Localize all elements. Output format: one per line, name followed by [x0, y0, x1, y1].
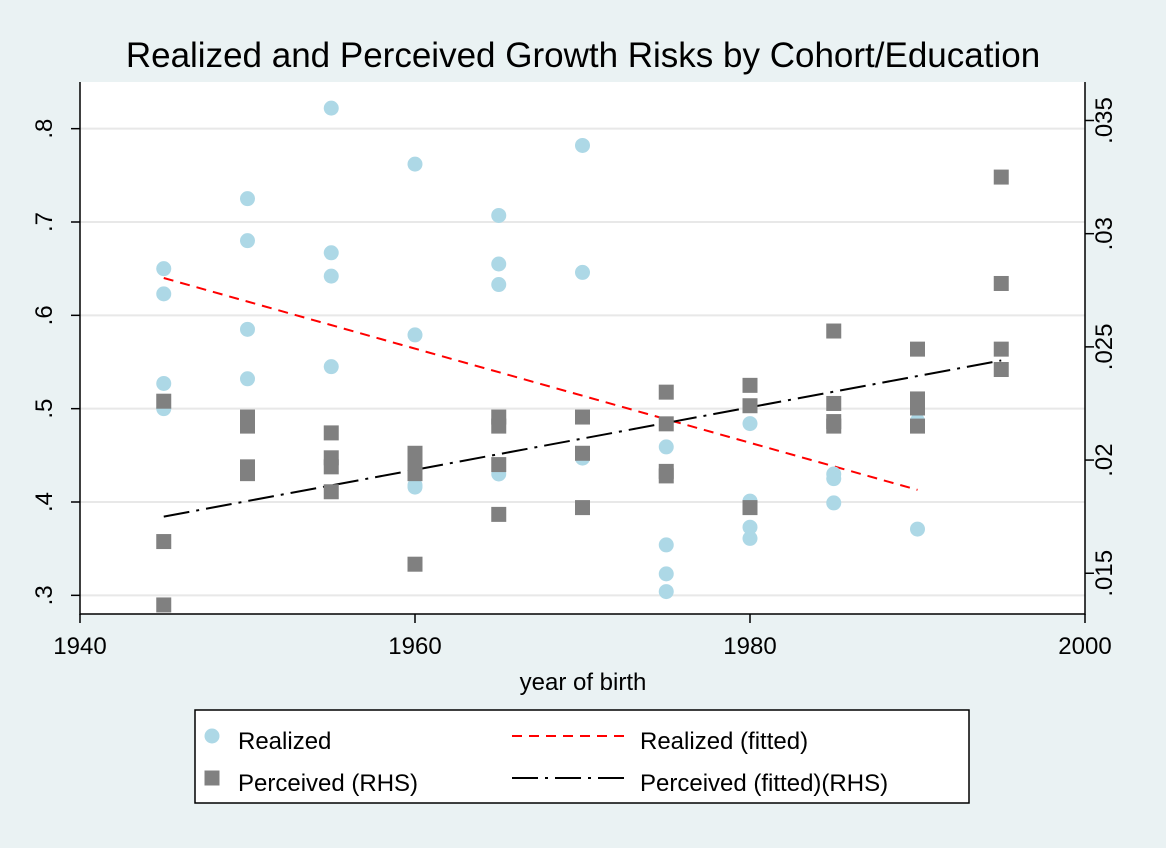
perceived-point [491, 418, 507, 434]
perceived-point [993, 341, 1009, 357]
perceived-point [993, 362, 1009, 378]
realized-point [742, 416, 758, 432]
y2-tick-label: .02 [1091, 443, 1118, 476]
realized-point [323, 268, 339, 284]
y-tick-label: .5 [31, 399, 58, 419]
perceived-point [407, 466, 423, 482]
y-tick-label: .7 [31, 212, 58, 232]
x-tick-label: 1980 [723, 633, 776, 660]
perceived-point [826, 395, 842, 411]
legend-key-perceived [204, 770, 220, 786]
legend-perceived-label: Perceived (RHS) [238, 770, 418, 797]
realized-point [658, 439, 674, 455]
realized-point [658, 584, 674, 600]
perceived-point [156, 393, 172, 409]
realized-point [742, 519, 758, 535]
realized-point [658, 537, 674, 553]
plot-area [80, 82, 1085, 614]
perceived-point [240, 466, 255, 482]
legend-realized-label: Realized [238, 728, 331, 755]
legend-perceived-fitted-label: Perceived (fitted)(RHS) [640, 770, 888, 797]
x-tick-label: 2000 [1058, 633, 1111, 660]
perceived-point [826, 323, 842, 339]
perceived-point [156, 597, 172, 613]
perceived-point [742, 377, 758, 393]
perceived-point [491, 457, 507, 473]
realized-point [323, 100, 339, 116]
y-tick-label: .8 [31, 119, 58, 139]
legend-key-realized [204, 728, 220, 744]
perceived-point [575, 500, 590, 516]
realized-point [156, 261, 172, 277]
perceived-point [658, 468, 674, 484]
perceived-point [407, 556, 423, 572]
realized-point [491, 207, 507, 223]
perceived-point [575, 445, 590, 461]
realized-point [491, 256, 507, 272]
legend: Realized Realized (fitted) Perceived (RHS)… [194, 709, 970, 804]
perceived-point [240, 418, 255, 434]
perceived-point [910, 418, 925, 434]
realized-point [407, 327, 423, 343]
realized-point [742, 530, 758, 546]
realized-point [910, 521, 925, 537]
perceived-point [491, 506, 507, 522]
x-axis-title: year of birth [520, 669, 647, 696]
x-tick-label: 1960 [388, 633, 441, 660]
perceived-point [658, 384, 674, 400]
y2-tick-label: .035 [1091, 97, 1118, 144]
data-markers [156, 100, 1009, 613]
x-tick-label: 1940 [53, 633, 106, 660]
realized-point [826, 471, 842, 487]
perceived-point [658, 416, 674, 432]
realized-point [407, 156, 423, 172]
realized-point [575, 264, 590, 280]
perceived-point [993, 275, 1009, 291]
realized-point [658, 566, 674, 582]
perceived-point [910, 400, 925, 416]
perceived-point [156, 534, 172, 550]
perceived-fitted-line [163, 359, 1002, 518]
realized-point [826, 495, 842, 511]
y2-tick-label: .025 [1091, 324, 1118, 371]
perceived-point [826, 418, 842, 434]
fitted-lines [163, 277, 1002, 518]
perceived-point [323, 425, 339, 441]
realized-point [407, 479, 423, 495]
realized-point [240, 191, 255, 207]
realized-point [323, 245, 339, 261]
realized-point [491, 277, 507, 293]
y-tick-label: .4 [31, 492, 58, 512]
legend-box [194, 709, 970, 804]
perceived-point [993, 169, 1009, 185]
perceived-point [742, 398, 758, 414]
axes: .3 .4 .5 .6 .7 .8 .015 .02 .025 .03 .035 1940 1960 19… [31, 82, 1118, 660]
realized-point [323, 359, 339, 375]
realized-point [156, 286, 172, 302]
realized-fitted-line [163, 277, 918, 491]
y-tick-label: .3 [31, 585, 58, 605]
realized-point [156, 375, 172, 391]
chart-title: Realized and Perceived Growth Risks by C… [126, 36, 1040, 75]
y2-tick-label: .03 [1091, 217, 1118, 250]
realized-point [575, 137, 590, 153]
perceived-point [323, 484, 339, 500]
realized-point [240, 233, 255, 249]
y2-tick-label: .015 [1091, 550, 1118, 597]
legend-realized-fitted-label: Realized (fitted) [640, 728, 808, 755]
y-tick-label: .6 [31, 305, 58, 325]
perceived-point [575, 409, 590, 425]
perceived-point [742, 500, 758, 516]
realized-point [240, 371, 255, 387]
perceived-point [910, 341, 925, 357]
perceived-point [323, 459, 339, 475]
realized-point [240, 321, 255, 337]
